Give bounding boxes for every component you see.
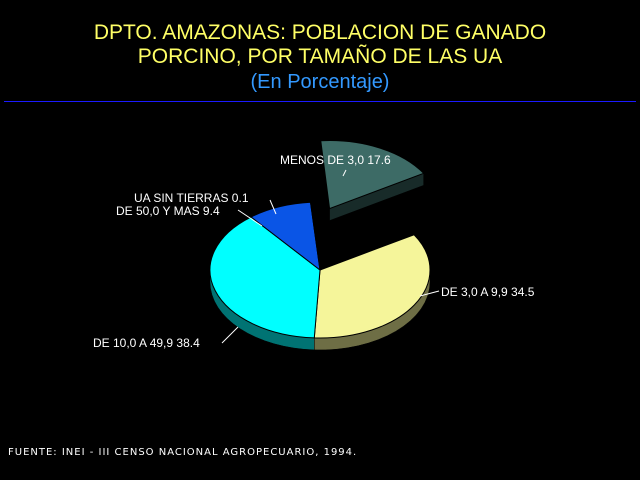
title-divider — [4, 101, 636, 102]
leader-line-menos-de-3-0 — [342, 169, 347, 177]
leader-line-de-50-0-y-mas — [237, 209, 263, 227]
slice-label-de-50-0-y-mas: DE 50,0 Y MAS 9.4 — [116, 204, 220, 218]
pie-slice-menos-de-3-0 — [320, 140, 425, 210]
slice-labels: MENOS DE 3,0 17.6 DE 3,0 A 9,9 34.5 DE 10,… — [93, 153, 535, 350]
pie-slice-ua-sin-tierras — [309, 201, 321, 271]
slice-label-menos-de-3-0: MENOS DE 3,0 17.6 — [280, 153, 391, 167]
pie-slices — [209, 140, 431, 339]
slice-label-de-3-0-a-9-9: DE 3,0 A 9,9 34.5 — [441, 285, 535, 299]
leader-line-ua-sin-tierras — [269, 199, 277, 215]
chart-title-line-2: PORCINO, POR TAMAÑO DE LAS UA — [137, 45, 503, 68]
chart-subtitle: (En Porcentaje) — [250, 71, 390, 93]
leader-line-de-3-0-a-9-9 — [419, 290, 440, 297]
leader-line-de-10-0-a-49-9 — [221, 326, 239, 344]
slice-label-de-10-0-a-49-9: DE 10,0 A 49,9 38.4 — [93, 336, 200, 350]
slice-label-ua-sin-tierras: UA SIN TIERRAS 0.1 — [134, 191, 249, 205]
pie-slice-de-3-0-a-9-9 — [313, 234, 431, 339]
leader-lines — [221, 169, 440, 344]
source-note: FUENTE: INEI - III CENSO NACIONAL AGROPE… — [8, 447, 358, 458]
chart-title-line-1: DPTO. AMAZONAS: POBLACION DE GANADO — [93, 21, 547, 44]
pie-slice-de-10-0-a-49-9 — [209, 216, 321, 339]
